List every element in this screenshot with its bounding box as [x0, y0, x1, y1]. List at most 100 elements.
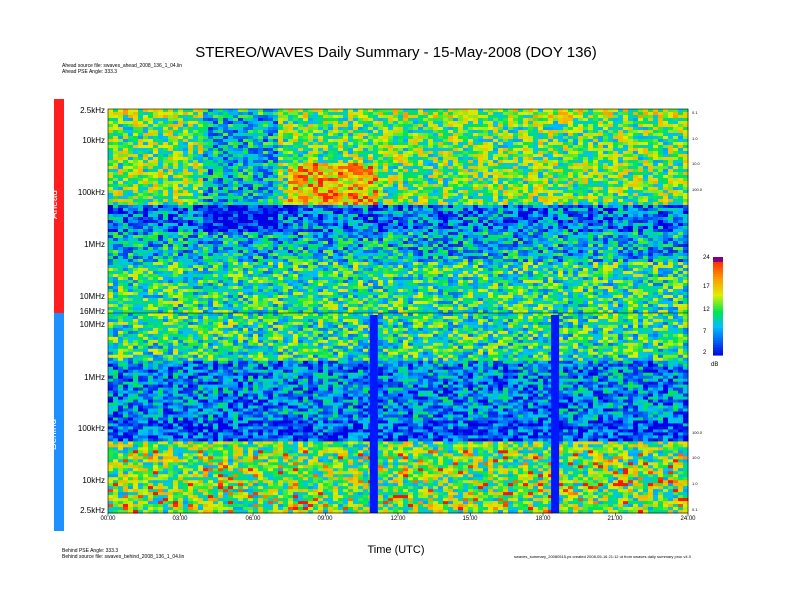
heatmap-cell [463, 190, 469, 194]
heatmap-cell [548, 223, 554, 227]
heatmap-cell [213, 127, 219, 131]
heatmap-cell [273, 121, 279, 125]
heatmap-cell [403, 154, 409, 158]
heatmap-cell [493, 130, 499, 134]
heatmap-cell [143, 205, 149, 209]
heatmap-cell [203, 154, 209, 158]
heatmap-cell [383, 136, 389, 140]
heatmap-cell [208, 226, 214, 230]
heatmap-cell [393, 205, 399, 209]
heatmap-cell [563, 118, 569, 122]
heatmap-cell [133, 181, 139, 185]
heatmap-cell [333, 145, 339, 149]
heatmap-cell [218, 127, 224, 131]
heatmap-cell [468, 160, 474, 164]
heatmap-cell [378, 184, 384, 188]
heatmap-cell [318, 163, 324, 167]
heatmap-cell [578, 121, 584, 125]
heatmap-cell [613, 163, 619, 167]
heatmap-cell [603, 139, 609, 143]
heatmap-cell [488, 205, 494, 209]
heatmap-cell [173, 226, 179, 230]
heatmap-cell [503, 184, 509, 188]
heatmap-cell [628, 136, 634, 140]
heatmap-cell [248, 229, 254, 233]
heatmap-cell [238, 151, 244, 155]
heatmap-cell [223, 187, 229, 191]
heatmap-cell [143, 181, 149, 185]
heatmap-cell [213, 154, 219, 158]
heatmap-cell [508, 148, 514, 152]
heatmap-cell [193, 112, 199, 116]
heatmap-cell [653, 163, 659, 167]
heatmap-cell [498, 193, 504, 197]
heatmap-cell [528, 226, 534, 230]
heatmap-cell [678, 211, 684, 215]
heatmap-cell [483, 184, 489, 188]
heatmap-cell [568, 202, 574, 206]
heatmap-cell [113, 136, 119, 140]
heatmap-cell [388, 160, 394, 164]
heatmap-cell [568, 175, 574, 179]
heatmap-cell [678, 226, 684, 230]
heatmap-cell [653, 118, 659, 122]
heatmap-cell [363, 139, 369, 143]
heatmap-cell [298, 217, 304, 221]
heatmap-cell [393, 130, 399, 134]
heatmap-cell [123, 127, 129, 131]
heatmap-cell [633, 127, 639, 131]
heatmap-cell [128, 190, 134, 194]
heatmap-cell [673, 199, 679, 203]
heatmap-cell [108, 220, 114, 224]
heatmap-cell [363, 232, 369, 236]
heatmap-cell [643, 193, 649, 197]
heatmap-cell [133, 163, 139, 167]
heatmap-cell [313, 175, 319, 179]
heatmap-cell [473, 148, 479, 152]
heatmap-cell [683, 109, 689, 113]
heatmap-cell [423, 175, 429, 179]
heatmap-cell [428, 181, 434, 185]
heatmap-cell [463, 124, 469, 128]
heatmap-cell [158, 223, 164, 227]
heatmap-cell [118, 115, 124, 119]
heatmap-cell [358, 226, 364, 230]
heatmap-cell [178, 178, 184, 182]
heatmap-cell [203, 130, 209, 134]
heatmap-cell [523, 196, 529, 200]
heatmap-cell [568, 214, 574, 218]
heatmap-cell [178, 226, 184, 230]
heatmap-cell [503, 214, 509, 218]
heatmap-cell [358, 163, 364, 167]
heatmap-cell [348, 193, 354, 197]
heatmap-cell [448, 166, 454, 170]
heatmap-cell [488, 229, 494, 233]
heatmap-cell [118, 187, 124, 191]
heatmap-cell [213, 214, 219, 218]
heatmap-cell [268, 232, 274, 236]
heatmap-cell [218, 232, 224, 236]
heatmap-cell [543, 205, 549, 209]
heatmap-cell [263, 148, 269, 152]
heatmap-cell [548, 112, 554, 116]
heatmap-cell [288, 223, 294, 227]
heatmap-cell [113, 130, 119, 134]
heatmap-cell [363, 118, 369, 122]
heatmap-cell [548, 118, 554, 122]
heatmap-cell [643, 148, 649, 152]
heatmap-cell [303, 199, 309, 203]
heatmap-cell [173, 190, 179, 194]
heatmap-cell [493, 175, 499, 179]
heatmap-cell [428, 136, 434, 140]
heatmap-cell [353, 154, 359, 158]
heatmap-cell [488, 133, 494, 137]
heatmap-cell [568, 154, 574, 158]
heatmap-cell [458, 148, 464, 152]
heatmap-cell [363, 214, 369, 218]
heatmap-cell [568, 226, 574, 230]
heatmap-cell [153, 196, 159, 200]
heatmap-cell [598, 175, 604, 179]
heatmap-cell [163, 211, 169, 215]
heatmap-cell [478, 166, 484, 170]
heatmap-cell [243, 172, 249, 176]
